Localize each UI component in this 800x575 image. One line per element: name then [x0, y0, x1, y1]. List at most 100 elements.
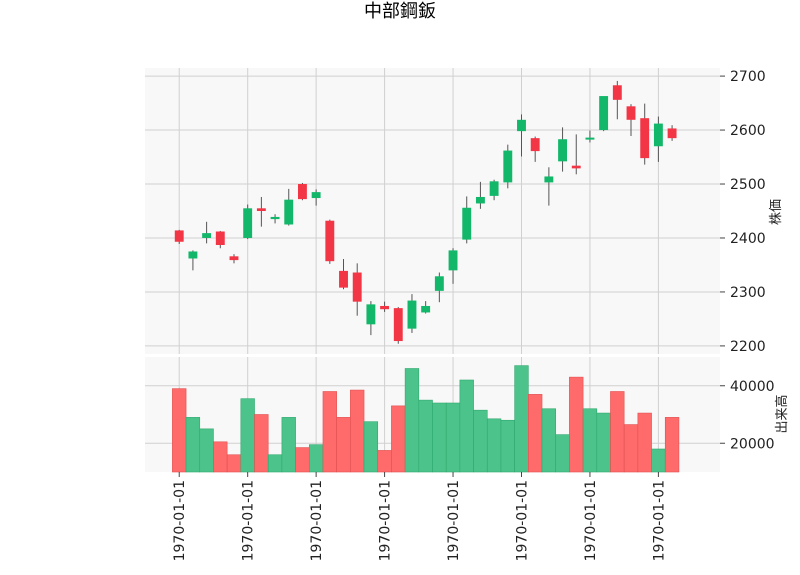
candle-body	[653, 123, 663, 147]
price-y-tick-label: 2400	[730, 231, 766, 247]
candle-body	[448, 250, 458, 271]
candle	[215, 230, 225, 249]
volume-bars	[172, 365, 680, 473]
candle-body	[640, 118, 650, 159]
candle	[475, 181, 485, 209]
volume-bar	[240, 398, 255, 473]
candle-body	[256, 208, 266, 211]
candle	[339, 259, 348, 290]
candle-body	[489, 181, 499, 196]
volume-bar	[418, 399, 433, 473]
candle-body	[352, 272, 362, 302]
candle	[229, 254, 239, 264]
candle	[421, 301, 431, 314]
candle-body	[517, 119, 526, 132]
x-tick-label: 1970-01-01	[583, 480, 599, 561]
volume-y-axis: 20000 40000	[720, 379, 775, 452]
x-tick-label: 1970-01-01	[651, 480, 667, 561]
chart-title: 中部鋼鈑	[364, 1, 436, 22]
volume-y-label: 出来高	[774, 394, 790, 433]
candle	[325, 219, 335, 264]
candle	[407, 294, 417, 333]
candle	[380, 301, 390, 312]
candle-body	[421, 305, 431, 313]
volume-panel: 20000 40000 出来高	[145, 357, 790, 473]
price-candles	[174, 80, 677, 344]
x-axis: 1970-01-01 1970-01-01 1970-01-01 1970-01-01…	[172, 472, 667, 561]
volume-bar	[569, 376, 584, 473]
candle-body	[311, 192, 321, 199]
candle-body	[188, 251, 198, 259]
candle-body	[284, 199, 294, 225]
volume-bar	[350, 389, 365, 473]
candle	[517, 114, 526, 157]
candle-body	[297, 184, 307, 200]
price-y-label: 株価	[769, 199, 784, 225]
volume-bar	[528, 394, 543, 473]
candle	[599, 96, 609, 132]
volume-bar	[651, 448, 666, 473]
candle-body	[202, 233, 212, 238]
volume-bar	[610, 391, 625, 473]
candle-body	[366, 304, 376, 325]
volume-bar	[172, 388, 187, 473]
volume-bar	[459, 379, 474, 473]
candle	[653, 116, 663, 162]
volume-bar	[637, 412, 652, 473]
volume-bar	[623, 424, 639, 473]
volume-bar	[267, 454, 283, 473]
candle	[530, 136, 540, 162]
candle	[585, 130, 595, 143]
candle	[448, 248, 458, 284]
volume-bar	[473, 409, 488, 473]
volume-bar	[541, 408, 557, 473]
price-y-tick-label: 2600	[730, 123, 766, 139]
candle-body	[270, 216, 280, 220]
volume-bar	[432, 402, 447, 473]
price-panel: 2200 2300 2400 2500 2600 2700 株価	[145, 68, 784, 355]
volume-bar	[295, 447, 310, 473]
volume-bar	[500, 419, 515, 473]
candle	[188, 250, 198, 271]
volume-y-tick-label: 40000	[730, 379, 775, 395]
volume-bar	[391, 405, 406, 473]
candle	[256, 196, 266, 227]
price-y-tick-label: 2700	[730, 69, 766, 85]
candle-body	[530, 138, 540, 152]
candle	[434, 272, 444, 303]
candle-body	[599, 96, 609, 131]
volume-bar	[322, 391, 337, 473]
volume-bar	[404, 368, 420, 473]
candle	[174, 229, 184, 244]
volume-bar	[185, 417, 201, 473]
candle	[667, 125, 677, 141]
volume-bar	[281, 417, 296, 473]
price-y-axis: 2200 2300 2400 2500 2600 2700	[720, 69, 766, 355]
candle-body	[571, 165, 581, 169]
x-tick-label: 1970-01-01	[241, 480, 257, 561]
candle-body	[229, 256, 239, 261]
volume-bar	[664, 417, 680, 473]
volume-bar	[486, 418, 502, 473]
candle-body	[243, 208, 253, 238]
candle-body	[475, 196, 485, 204]
candle	[202, 221, 212, 244]
candle	[462, 196, 472, 244]
volume-bar	[336, 417, 351, 473]
price-y-tick-label: 2200	[730, 339, 766, 355]
x-tick-label: 1970-01-01	[446, 480, 462, 561]
candle-body	[434, 276, 444, 291]
volume-bar	[445, 402, 461, 473]
candle	[311, 189, 321, 206]
candle	[626, 104, 636, 136]
volume-bar	[199, 428, 214, 473]
candle	[366, 301, 376, 336]
x-tick-label: 1970-01-01	[172, 480, 188, 561]
volume-bar	[377, 450, 392, 473]
candle	[489, 179, 499, 201]
candle	[393, 307, 403, 344]
volume-y-tick-label: 20000	[730, 436, 775, 452]
price-grid	[145, 68, 720, 354]
volume-bar	[226, 454, 242, 473]
